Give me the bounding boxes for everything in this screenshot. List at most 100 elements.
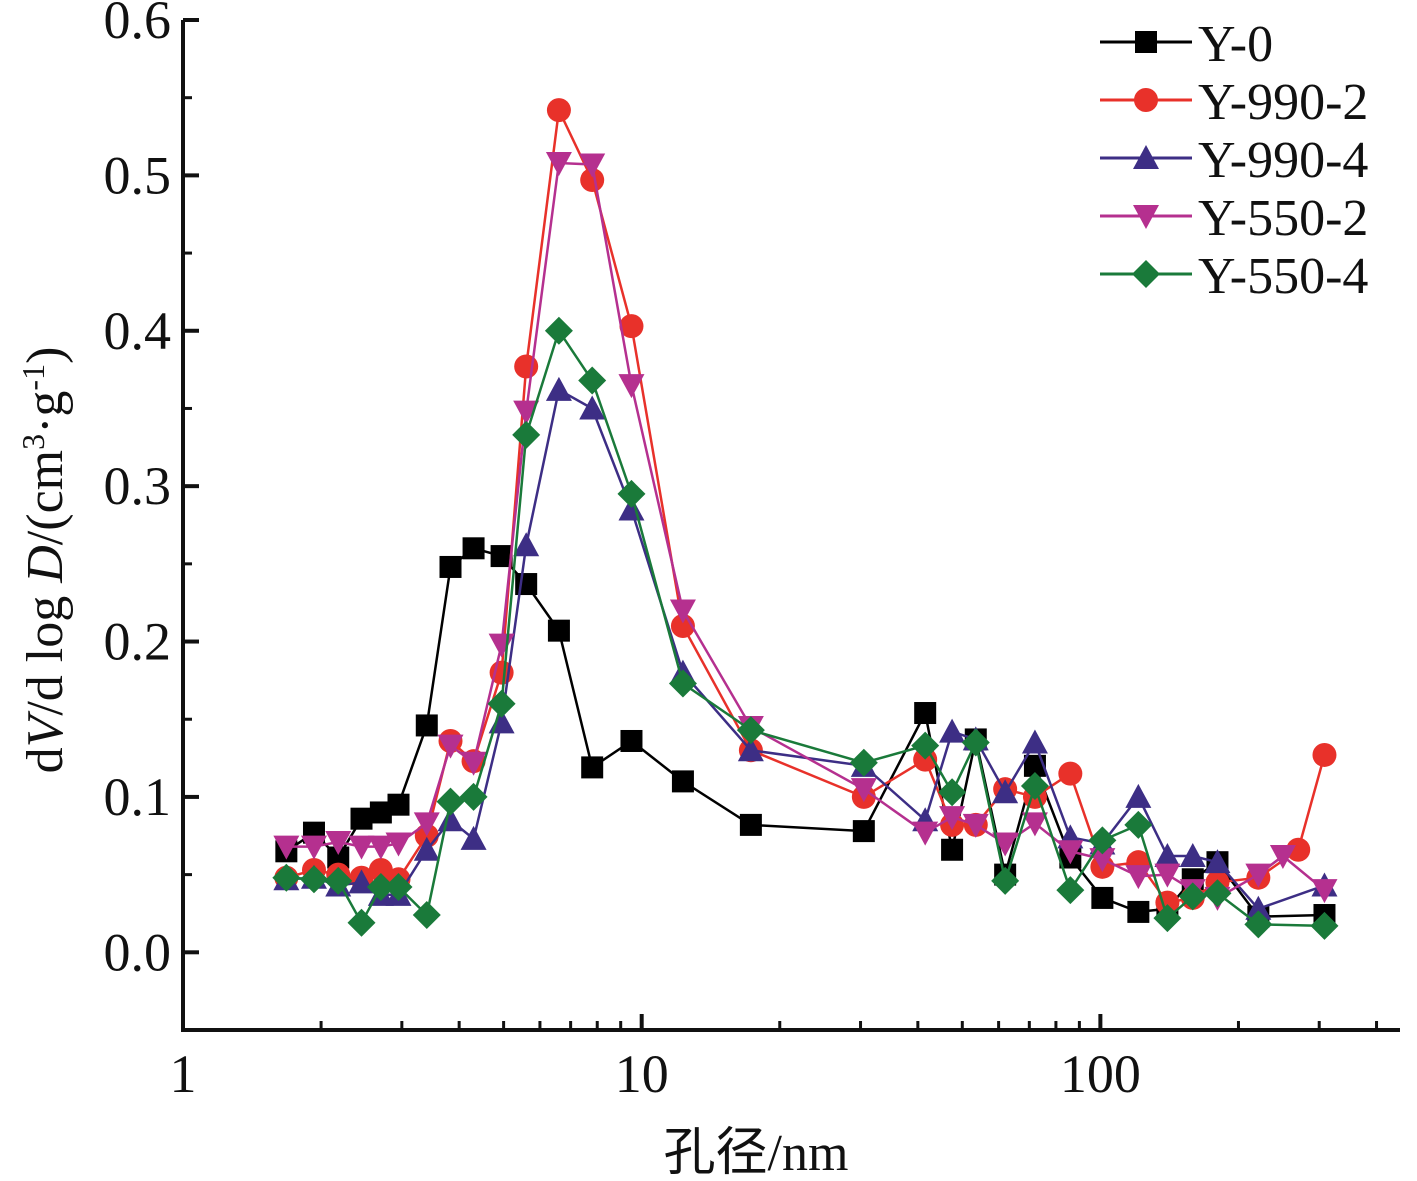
- y-tick-label: 0.1: [104, 767, 172, 827]
- data-point-y-990-4: [737, 737, 764, 762]
- data-point-y-990-2: [546, 98, 571, 123]
- data-point-y-990-4: [1245, 895, 1272, 920]
- legend-item-y-550-4: Y-550-4: [1100, 248, 1368, 305]
- data-point-y-550-4: [991, 866, 1020, 895]
- data-point-y-550-4: [1178, 882, 1207, 911]
- series-y-550-4: [272, 316, 1339, 940]
- data-point-y-550-4: [961, 728, 990, 757]
- y-axis-title-close: ): [17, 347, 74, 364]
- legend-marker: [1132, 260, 1160, 288]
- data-point-y-550-4: [544, 316, 573, 345]
- data-point-y-550-4: [459, 782, 488, 811]
- data-point-y-550-2: [1089, 848, 1116, 873]
- data-point-y-0: [547, 619, 570, 642]
- data-point-y-990-4: [1204, 849, 1231, 874]
- data-point-y-990-4: [437, 807, 464, 832]
- data-point-y-0: [739, 813, 762, 836]
- data-point-y-550-4: [272, 863, 301, 892]
- data-point-y-550-2: [850, 778, 877, 803]
- data-point-y-550-4: [487, 689, 516, 718]
- data-point-y-550-4: [366, 873, 395, 902]
- data-point-y-0: [620, 729, 643, 752]
- data-point-y-550-4: [668, 669, 697, 698]
- data-point-y-550-4: [617, 479, 646, 508]
- data-point-y-550-2: [348, 835, 375, 860]
- data-point-y-990-2: [580, 168, 605, 193]
- data-point-y-990-4: [1125, 783, 1152, 808]
- data-point-y-0: [439, 555, 462, 578]
- legend-label: Y-550-4: [1198, 248, 1368, 305]
- y-axis-title-mid: /d log: [17, 583, 74, 716]
- data-point-y-550-2: [1245, 863, 1272, 888]
- data-point-y-550-4: [324, 866, 353, 895]
- y-tick-label: 0.0: [104, 922, 172, 982]
- data-point-y-550-2: [300, 835, 327, 860]
- y-axis-title-sup3: 3: [15, 434, 51, 450]
- data-point-y-550-4: [1203, 879, 1232, 908]
- data-point-y-0: [671, 770, 694, 793]
- y-tick-label: 0.2: [104, 612, 172, 672]
- data-point-y-550-2: [437, 734, 464, 759]
- data-point-y-550-2: [912, 821, 939, 846]
- data-point-y-550-4: [938, 778, 967, 807]
- data-point-y-0: [327, 846, 350, 869]
- y-axis-title-prefix: d: [17, 747, 74, 773]
- data-point-y-990-4: [1021, 729, 1048, 754]
- data-point-y-550-2: [669, 599, 696, 624]
- data-point-y-550-2: [325, 830, 352, 855]
- series-y-990-2: [274, 98, 1337, 915]
- legend-label: Y-990-2: [1198, 74, 1368, 131]
- x-axis-title: 孔径/nm: [664, 1125, 849, 1181]
- data-point-y-0: [387, 793, 410, 816]
- data-point-y-0: [369, 801, 392, 824]
- legend-marker: [1133, 205, 1159, 229]
- data-point-y-0: [415, 714, 438, 737]
- x-tick-label: 10: [615, 1044, 669, 1104]
- data-point-y-990-2: [1286, 837, 1311, 862]
- data-point-y-550-4: [1244, 910, 1273, 939]
- data-point-y-550-4: [384, 873, 413, 902]
- data-point-y-0: [581, 756, 604, 779]
- data-point-y-990-4: [1179, 842, 1206, 867]
- data-point-y-550-4: [512, 420, 541, 449]
- data-point-y-550-4: [347, 908, 376, 937]
- axes: 0.0 0.1 0.2 0.3 0.4 0.5 0.6 1 10 100: [104, 0, 1400, 1104]
- legend-label: Y-990-4: [1198, 132, 1368, 189]
- legend-marker: [1133, 145, 1159, 169]
- data-point-y-550-4: [299, 865, 328, 894]
- data-point-y-550-2: [1154, 863, 1181, 888]
- data-point-y-0: [490, 545, 513, 568]
- legend: Y-0Y-990-2Y-990-4Y-550-2Y-550-4: [1100, 16, 1368, 305]
- data-point-y-550-2: [579, 153, 606, 178]
- data-point-y-550-2: [367, 835, 394, 860]
- series-line-y-990-2: [285, 105, 1326, 904]
- data-point-y-550-4: [578, 366, 607, 395]
- data-point-y-550-2: [618, 374, 645, 399]
- y-axis-title-v: V: [17, 710, 74, 747]
- data-point-y-550-2: [460, 751, 487, 776]
- data-point-y-550-2: [413, 812, 440, 837]
- y-tick-label: 0.6: [104, 0, 172, 50]
- data-point-y-990-4: [413, 836, 440, 861]
- legend-item-y-990-2: Y-990-2: [1100, 74, 1368, 131]
- data-point-y-550-2: [939, 806, 966, 831]
- data-point-y-0: [1127, 900, 1150, 923]
- legend-marker: [1134, 88, 1158, 112]
- data-point-y-550-4: [736, 716, 765, 745]
- data-point-y-550-4: [412, 901, 441, 930]
- data-point-y-990-4: [1154, 842, 1181, 867]
- data-point-y-550-4: [1310, 911, 1339, 940]
- data-point-y-990-2: [1058, 761, 1083, 786]
- data-point-y-990-4: [939, 718, 966, 743]
- y-tick-label: 0.5: [104, 145, 172, 205]
- data-point-y-990-2: [1312, 742, 1337, 767]
- data-point-y-550-4: [436, 787, 465, 816]
- y-tick-label: 0.3: [104, 456, 172, 516]
- x-tick-label: 1: [170, 1044, 197, 1104]
- data-point-y-550-2: [1021, 812, 1048, 837]
- data-point-y-990-4: [579, 395, 606, 420]
- data-point-y-0: [914, 702, 937, 725]
- legend-item-y-990-4: Y-990-4: [1100, 132, 1368, 189]
